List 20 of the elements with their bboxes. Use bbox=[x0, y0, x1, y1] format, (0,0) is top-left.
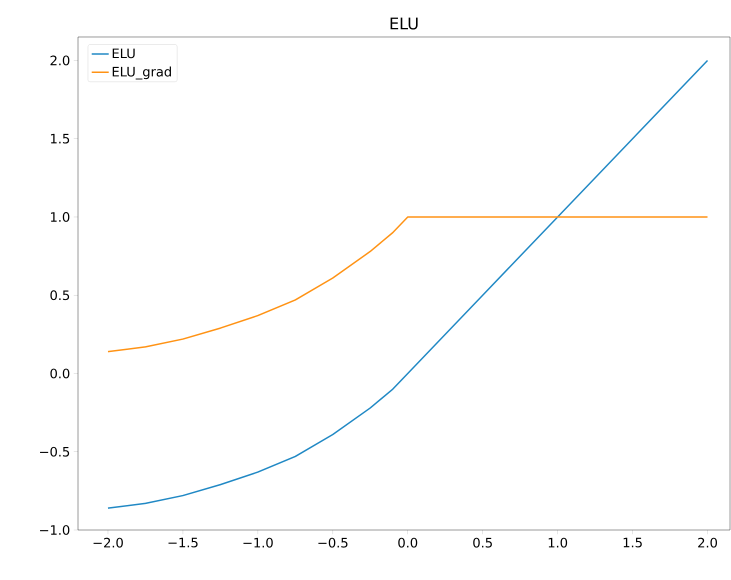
chart-title: ELU bbox=[390, 18, 418, 30]
x-tick-label: 0.5 bbox=[473, 538, 492, 548]
x-tick-label: −2.0 bbox=[94, 538, 123, 548]
x-tick-label: 1.5 bbox=[624, 538, 642, 548]
y-tick-label: 1.0 bbox=[50, 212, 70, 222]
y-tick-label: 0.5 bbox=[50, 290, 70, 300]
x-tick-label: 1.0 bbox=[548, 538, 568, 548]
y-tick-label: −1.0 bbox=[40, 525, 70, 535]
x-tick-label: −1.5 bbox=[168, 538, 198, 548]
y-tick-label: 1.5 bbox=[50, 134, 70, 144]
x-tick-label: −0.5 bbox=[318, 538, 348, 548]
legend-label: ELU bbox=[112, 48, 135, 58]
y-tick-label: 2.0 bbox=[50, 56, 70, 66]
x-tick-label: −1.0 bbox=[243, 538, 273, 548]
line-series bbox=[107, 60, 708, 509]
x-tick-label: 2.0 bbox=[698, 538, 717, 548]
y-tick-label: 0.0 bbox=[50, 368, 70, 378]
legend-label: ELU_grad bbox=[112, 66, 171, 80]
y-tick-label: −0.5 bbox=[40, 446, 70, 457]
x-tick-label: 0.0 bbox=[398, 538, 418, 548]
